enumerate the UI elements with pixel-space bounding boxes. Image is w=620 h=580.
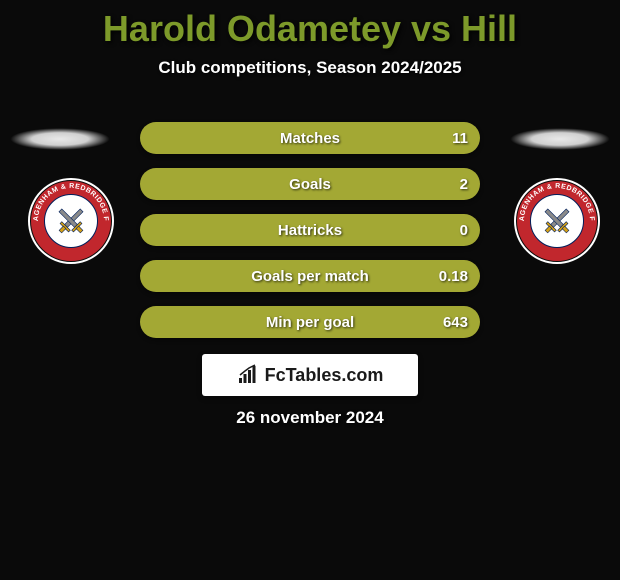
stat-value-right: 11 [452, 130, 468, 147]
bar-chart-icon [237, 364, 259, 386]
date-text: 26 november 2024 [0, 408, 620, 428]
stat-label: Goals [289, 176, 331, 193]
stat-row: Hattricks 0 [140, 214, 480, 246]
stats-container: Matches 11 Goals 2 Hattricks 0 Goals per match… [140, 122, 480, 352]
crest-inner [44, 194, 98, 248]
shadow-right [510, 128, 610, 150]
club-crest-left: DAGENHAM & REDBRIDGE FC ★ 1992 ★ [28, 178, 114, 264]
shadow-left [10, 128, 110, 150]
stat-label: Matches [280, 130, 340, 147]
subtitle: Club competitions, Season 2024/2025 [0, 58, 620, 78]
brand-text: FcTables.com [265, 365, 384, 386]
brand-box[interactable]: FcTables.com [202, 354, 418, 396]
stat-row: Matches 11 [140, 122, 480, 154]
stat-label: Min per goal [266, 314, 354, 331]
stat-value-right: 2 [460, 176, 468, 193]
page-title: Harold Odametey vs Hill [0, 0, 620, 50]
stat-value-right: 0.18 [439, 268, 468, 285]
crossed-swords-icon [537, 201, 577, 241]
stat-row: Goals 2 [140, 168, 480, 200]
crossed-swords-icon [51, 201, 91, 241]
crest-inner [530, 194, 584, 248]
club-crest-right: DAGENHAM & REDBRIDGE FC ★ 1992 ★ [514, 178, 600, 264]
stat-value-right: 643 [443, 314, 468, 331]
stat-label: Goals per match [251, 268, 369, 285]
stat-row: Min per goal 643 [140, 306, 480, 338]
stat-label: Hattricks [278, 222, 342, 239]
stat-row: Goals per match 0.18 [140, 260, 480, 292]
stat-value-right: 0 [460, 222, 468, 239]
